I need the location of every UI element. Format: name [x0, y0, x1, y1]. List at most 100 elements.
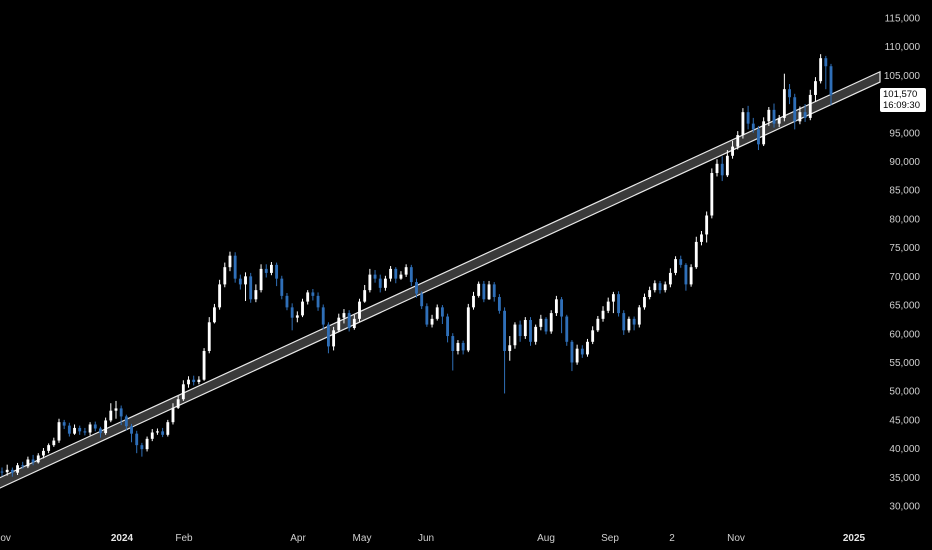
candle	[301, 298, 304, 318]
candle-body	[601, 310, 605, 319]
candle-body	[373, 274, 377, 279]
candle-body	[166, 422, 170, 435]
candle	[104, 417, 108, 435]
candle	[736, 131, 740, 150]
candle-body	[352, 318, 356, 329]
candle-body	[192, 379, 196, 382]
candle-body	[156, 431, 159, 433]
candle	[311, 288, 315, 301]
candle	[156, 428, 159, 435]
candle-body	[244, 276, 247, 285]
candle	[321, 304, 325, 330]
candle	[109, 403, 113, 423]
candle-body	[591, 330, 595, 342]
candle	[539, 314, 543, 331]
candle	[316, 292, 320, 311]
candle-body	[228, 255, 232, 268]
candle	[803, 104, 807, 122]
candle	[394, 267, 398, 284]
candle-body	[689, 267, 693, 285]
candle	[213, 303, 216, 324]
candle	[472, 291, 475, 310]
candle-body	[270, 264, 273, 273]
candle	[119, 405, 123, 426]
candle	[549, 310, 553, 334]
candle-body	[725, 155, 729, 176]
candle	[352, 314, 356, 330]
candle-body	[83, 431, 87, 433]
candle-body	[803, 112, 807, 118]
candle	[389, 266, 393, 282]
y-tick-label: 95,000	[889, 128, 920, 139]
y-tick-label: 70,000	[889, 272, 920, 283]
candle	[337, 313, 341, 333]
candle	[31, 454, 35, 466]
candle-body	[62, 422, 66, 426]
x-tick-label: 2025	[843, 533, 866, 544]
candle-body	[446, 316, 450, 337]
candle	[757, 125, 760, 151]
candle	[42, 448, 45, 459]
candle	[772, 103, 776, 128]
candle	[456, 340, 460, 355]
candle-body	[482, 283, 486, 300]
candle	[829, 63, 833, 106]
candle-body	[767, 109, 771, 122]
candle-body	[762, 121, 766, 145]
candle-body	[285, 295, 289, 308]
candle-body	[57, 422, 61, 441]
candle	[793, 93, 797, 130]
candle	[218, 279, 222, 310]
candle-body	[529, 319, 532, 342]
candle-body	[368, 274, 372, 291]
candle	[207, 317, 211, 354]
candle	[632, 316, 636, 331]
candle-body	[757, 129, 760, 145]
candle-body	[456, 342, 460, 351]
candle	[130, 423, 133, 443]
candle	[280, 275, 284, 300]
candle	[575, 344, 579, 365]
candle-body	[793, 97, 797, 122]
candle	[140, 442, 144, 457]
y-tick-label: 45,000	[889, 415, 920, 426]
candle-body	[777, 117, 781, 124]
candle	[492, 282, 496, 302]
candle-body	[187, 379, 190, 385]
candle-body	[295, 315, 299, 318]
candle	[611, 291, 615, 314]
candle	[73, 424, 76, 435]
candle	[565, 314, 569, 346]
candle	[523, 317, 527, 339]
y-tick-label: 90,000	[889, 157, 920, 168]
candle-body	[513, 324, 517, 346]
y-tick-label: 85,000	[889, 186, 920, 197]
candle	[513, 322, 517, 349]
candle-body	[824, 58, 828, 67]
candle	[202, 348, 206, 381]
candle	[430, 314, 434, 328]
candle-body	[93, 424, 97, 429]
candle-body	[720, 163, 724, 176]
candle	[233, 252, 237, 283]
candle	[544, 317, 548, 335]
candle-body	[150, 432, 154, 439]
candle	[161, 427, 165, 438]
candle	[477, 281, 481, 298]
candle	[648, 286, 652, 300]
candle	[275, 262, 279, 287]
x-tick-label: Jun	[418, 533, 434, 544]
candle	[93, 421, 97, 432]
candle	[124, 414, 128, 431]
trend-channel-band	[0, 70, 881, 489]
candle-body	[0, 471, 4, 473]
candle-body	[161, 431, 165, 435]
candle	[529, 317, 532, 346]
candle	[270, 262, 273, 276]
candle-body	[435, 307, 439, 319]
candle	[762, 117, 766, 147]
candle	[782, 73, 786, 122]
x-tick-label: Aug	[537, 533, 555, 544]
candle-body	[523, 319, 527, 337]
